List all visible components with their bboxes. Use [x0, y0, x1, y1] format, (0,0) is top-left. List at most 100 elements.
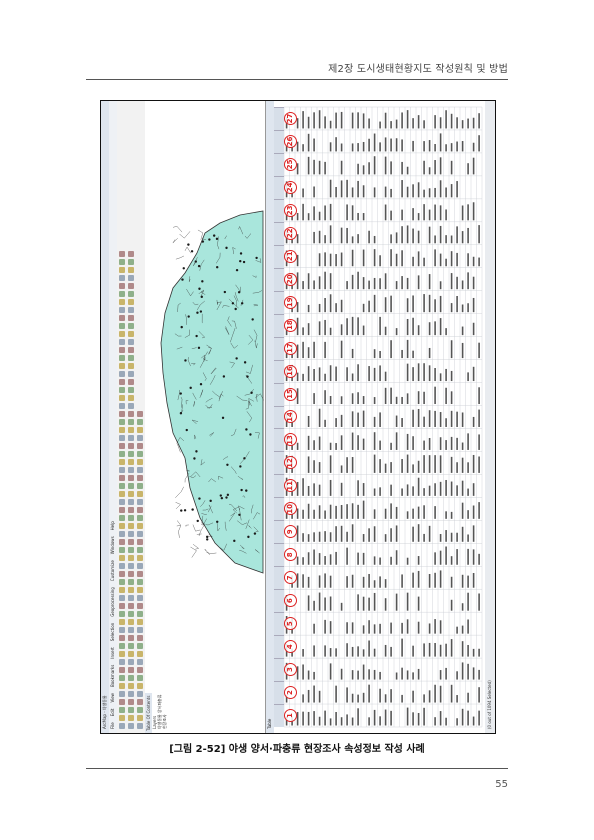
toolbar-tool-icon[interactable]	[119, 483, 125, 489]
toolbar-tool-icon[interactable]	[119, 419, 125, 425]
toolbar-tool-icon[interactable]	[119, 307, 125, 313]
toolbar-tool-icon[interactable]	[128, 691, 134, 697]
column-header[interactable]	[274, 359, 284, 383]
toolbar-tool-icon[interactable]	[137, 619, 143, 625]
toolbar-tool-icon[interactable]	[119, 571, 125, 577]
toolbar-tool-icon[interactable]	[119, 603, 125, 609]
toolbar-tool-icon[interactable]	[128, 443, 134, 449]
toolbar-tool-icon[interactable]	[119, 259, 125, 265]
toolbar-tool-icon[interactable]	[128, 339, 134, 345]
toolbar-tool-icon[interactable]	[128, 435, 134, 441]
toolbar-tool-icon[interactable]	[128, 331, 134, 337]
toolbar-tool-icon[interactable]	[119, 387, 125, 393]
toolbar-tool-icon[interactable]	[119, 547, 125, 553]
toolbar-tool-icon[interactable]	[137, 675, 143, 681]
toolbar-tool-icon[interactable]	[137, 651, 143, 657]
toolbar-tool-icon[interactable]	[128, 683, 134, 689]
toolbar-tool-icon[interactable]	[137, 715, 143, 721]
toolbar-tool-icon[interactable]	[128, 299, 134, 305]
column-header[interactable]	[274, 612, 284, 636]
toolbar-tool-icon[interactable]	[137, 579, 143, 585]
toolbar-tool-icon[interactable]	[128, 403, 134, 409]
toolbar-tool-icon[interactable]	[128, 323, 134, 329]
toolbar-tool-icon[interactable]	[128, 651, 134, 657]
toolbar-tool-icon[interactable]	[137, 411, 143, 417]
column-header[interactable]	[274, 428, 284, 452]
toolbar-tool-icon[interactable]	[119, 267, 125, 273]
toolbar-tool-icon[interactable]	[128, 411, 134, 417]
column-header[interactable]	[274, 543, 284, 567]
toolbar-tool-icon[interactable]	[137, 499, 143, 505]
toolbar-tool-icon[interactable]	[119, 371, 125, 377]
toolbar-tool-icon[interactable]	[119, 395, 125, 401]
toolbar-tool-icon[interactable]	[137, 459, 143, 465]
column-header[interactable]	[274, 635, 284, 659]
toolbar-tool-icon[interactable]	[119, 515, 125, 521]
map-canvas[interactable]	[145, 101, 265, 693]
toolbar-tool-icon[interactable]	[119, 619, 125, 625]
column-header[interactable]	[274, 566, 284, 590]
toolbar-tool-icon[interactable]	[119, 291, 125, 297]
toolbar-tool-icon[interactable]	[128, 707, 134, 713]
menu-item[interactable]: Insert	[110, 647, 115, 659]
toolbar-tool-icon[interactable]	[128, 507, 134, 513]
toolbar-tool-icon[interactable]	[128, 699, 134, 705]
toolbar-tool-icon[interactable]	[128, 659, 134, 665]
toolbar-tool-icon[interactable]	[128, 275, 134, 281]
toolbar-tool-icon[interactable]	[137, 515, 143, 521]
toolbar-tool-icon[interactable]	[128, 563, 134, 569]
toolbar-tool-icon[interactable]	[128, 723, 134, 729]
toolbar-tool-icon[interactable]	[128, 459, 134, 465]
toolbar-tool-icon[interactable]	[128, 291, 134, 297]
toolbar-tool-icon[interactable]	[128, 675, 134, 681]
toolbar-tool-icon[interactable]	[137, 483, 143, 489]
toolbar-tool-icon[interactable]	[119, 555, 125, 561]
toolbar-tool-icon[interactable]	[119, 363, 125, 369]
toolbar-tool-icon[interactable]	[128, 307, 134, 313]
map-view[interactable]	[145, 101, 265, 693]
toolbar-tool-icon[interactable]	[137, 587, 143, 593]
toolbar-tool-icon[interactable]	[119, 627, 125, 633]
toolbar-tool-icon[interactable]	[137, 475, 143, 481]
menu-item[interactable]: Bookmarks	[110, 664, 115, 688]
toolbar-tool-icon[interactable]	[119, 299, 125, 305]
column-header[interactable]	[274, 221, 284, 245]
toolbar-tool-icon[interactable]	[119, 675, 125, 681]
toolbar-tool-icon[interactable]	[137, 523, 143, 529]
toolbar-tool-icon[interactable]	[128, 603, 134, 609]
toolbar-tool-icon[interactable]	[119, 499, 125, 505]
toolbar-tool-icon[interactable]	[128, 355, 134, 361]
toolbar-tool-icon[interactable]	[137, 419, 143, 425]
toolbar-tool-icon[interactable]	[137, 539, 143, 545]
column-header[interactable]	[274, 405, 284, 429]
column-header[interactable]	[274, 198, 284, 222]
toolbar-tool-icon[interactable]	[119, 563, 125, 569]
toolbar-tool-icon[interactable]	[137, 683, 143, 689]
toolbar-tool-icon[interactable]	[119, 475, 125, 481]
toolbar-tool-icon[interactable]	[128, 259, 134, 265]
menu-item[interactable]: Edit	[110, 708, 115, 717]
toolbar-tool-icon[interactable]	[119, 651, 125, 657]
column-header[interactable]	[274, 290, 284, 314]
toolbar-tool-icon[interactable]	[137, 451, 143, 457]
toolbar-tool-icon[interactable]	[119, 323, 125, 329]
toolbar-tool-icon[interactable]	[119, 707, 125, 713]
toolbar-tool-icon[interactable]	[137, 707, 143, 713]
toolbar-tool-icon[interactable]	[128, 523, 134, 529]
menu-item[interactable]: Windows	[110, 536, 115, 555]
toolbar-tool-icon[interactable]	[119, 715, 125, 721]
toolbar-tool-icon[interactable]	[119, 491, 125, 497]
column-header[interactable]	[274, 451, 284, 475]
toolbar-tool-icon[interactable]	[128, 531, 134, 537]
toolbar-tool-icon[interactable]	[119, 403, 125, 409]
menu-item[interactable]: View	[110, 693, 115, 703]
toolbar-tool-icon[interactable]	[119, 251, 125, 257]
toolbar-tool-icon[interactable]	[119, 723, 125, 729]
menu-item[interactable]: Help	[110, 521, 115, 531]
toolbar-tool-icon[interactable]	[128, 419, 134, 425]
toolbar-tool-icon[interactable]	[137, 699, 143, 705]
toolbar-tool-icon[interactable]	[128, 587, 134, 593]
toolbar-tool-icon[interactable]	[128, 627, 134, 633]
toolbar-tool-icon[interactable]	[137, 467, 143, 473]
toolbar-tool-icon[interactable]	[128, 515, 134, 521]
